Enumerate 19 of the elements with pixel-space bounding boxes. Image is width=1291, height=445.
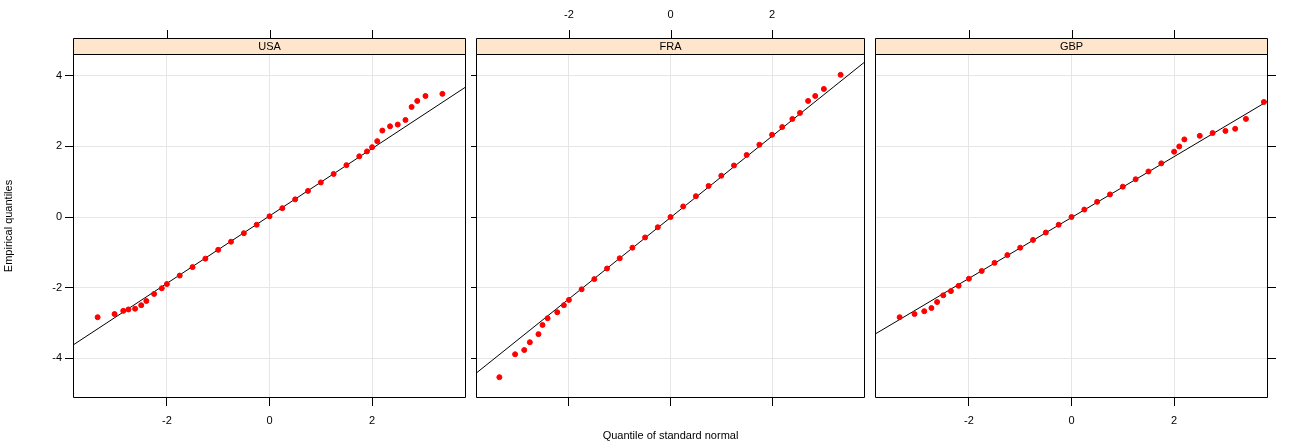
y-tick-label: -4 (52, 351, 62, 364)
chart-title: USA (258, 40, 282, 53)
y-tick-label: 4 (55, 68, 62, 81)
x-tick-label: 0 (667, 8, 674, 21)
x-axis-title: Quantile of standard normal (602, 429, 739, 442)
x-tick-label: -2 (162, 413, 172, 426)
x-tick-label: -2 (564, 8, 574, 21)
x-tick-label: 2 (1171, 413, 1178, 426)
x-tick-label: 0 (266, 413, 273, 426)
x-tick-label: 2 (769, 8, 776, 21)
y-tick-label: 0 (55, 210, 62, 223)
x-tick-label: -2 (964, 413, 974, 426)
x-tick-label: 2 (369, 413, 376, 426)
y-tick-label: -2 (52, 280, 62, 293)
chart-title: FRA (659, 40, 683, 53)
y-axis-title: Empirical quantiles (1, 179, 14, 273)
y-tick-label: 2 (55, 139, 62, 152)
chart-title: GBP (1059, 40, 1084, 53)
x-tick-label: 0 (1068, 413, 1075, 426)
